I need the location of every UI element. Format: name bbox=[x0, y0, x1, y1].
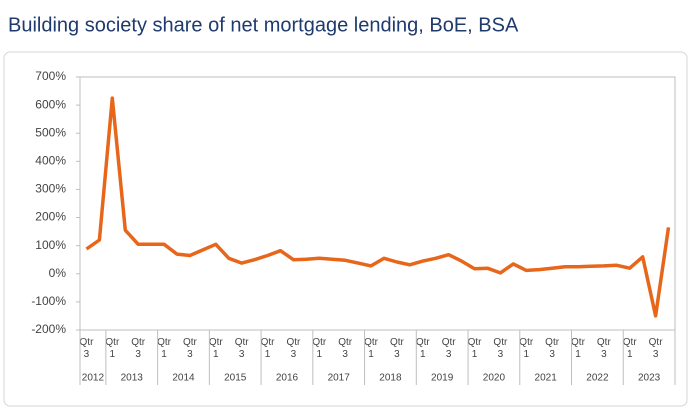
x-tick-label: Qtr 3 bbox=[235, 337, 250, 360]
x-group-label: 2012 bbox=[82, 373, 105, 384]
x-tick-label: Qtr 3 bbox=[286, 337, 301, 360]
x-tick-label: Qtr 1 bbox=[364, 337, 379, 360]
x-group-label: 2019 bbox=[431, 373, 454, 384]
x-group-label: 2013 bbox=[121, 373, 144, 384]
x-group-label: 2023 bbox=[638, 373, 661, 384]
y-tick-label: -100% bbox=[31, 294, 66, 308]
y-tick-label: -200% bbox=[31, 322, 66, 336]
y-tick-label: 700% bbox=[35, 69, 66, 83]
x-tick-label: Qtr 1 bbox=[416, 337, 431, 360]
y-tick-label: 100% bbox=[35, 238, 66, 252]
x-tick-label: Qtr 3 bbox=[131, 337, 146, 360]
chart-frame bbox=[3, 51, 688, 407]
x-tick-label: Qtr 3 bbox=[390, 337, 405, 360]
x-group-label: 2017 bbox=[328, 373, 351, 384]
y-tick-label: 300% bbox=[35, 182, 66, 196]
x-tick-label: Qtr 3 bbox=[545, 337, 560, 360]
chart-title: Building society share of net mortgage l… bbox=[8, 14, 519, 36]
x-group-label: 2015 bbox=[224, 373, 247, 384]
x-tick-label: Qtr 1 bbox=[312, 337, 327, 360]
x-group-label: 2014 bbox=[172, 373, 195, 384]
x-tick-label: Qtr 1 bbox=[519, 337, 534, 360]
x-group-label: 2021 bbox=[535, 373, 558, 384]
x-tick-label: Qtr 1 bbox=[105, 337, 120, 360]
x-group-label: 2022 bbox=[586, 373, 609, 384]
plot-area bbox=[79, 76, 676, 331]
x-tick-label: Qtr 1 bbox=[209, 337, 224, 360]
x-tick-label: Qtr 1 bbox=[468, 337, 483, 360]
x-group-label: 2020 bbox=[483, 373, 506, 384]
line-series bbox=[85, 96, 671, 318]
y-tick-label: 600% bbox=[35, 97, 66, 111]
x-tick-label: Qtr 3 bbox=[442, 337, 457, 360]
x-group-label: 2018 bbox=[379, 373, 402, 384]
x-tick-label: Qtr 3 bbox=[183, 337, 198, 360]
x-tick-label: Qtr 1 bbox=[261, 337, 276, 360]
x-tick-label: Qtr 3 bbox=[649, 337, 664, 360]
y-tick-label: 400% bbox=[35, 154, 66, 168]
x-tick-label: Qtr 1 bbox=[571, 337, 586, 360]
x-tick-label: Qtr 3 bbox=[493, 337, 508, 360]
x-tick-label: Qtr 3 bbox=[80, 337, 95, 360]
y-tick-label: 0% bbox=[49, 266, 67, 280]
y-tick-label: 200% bbox=[35, 210, 66, 224]
x-tick-label: Qtr 3 bbox=[597, 337, 612, 360]
y-tick-label: 500% bbox=[35, 125, 66, 139]
x-group-label: 2016 bbox=[276, 373, 299, 384]
x-tick-label: Qtr 1 bbox=[623, 337, 638, 360]
x-tick-label: Qtr 1 bbox=[157, 337, 172, 360]
x-tick-label: Qtr 3 bbox=[338, 337, 353, 360]
